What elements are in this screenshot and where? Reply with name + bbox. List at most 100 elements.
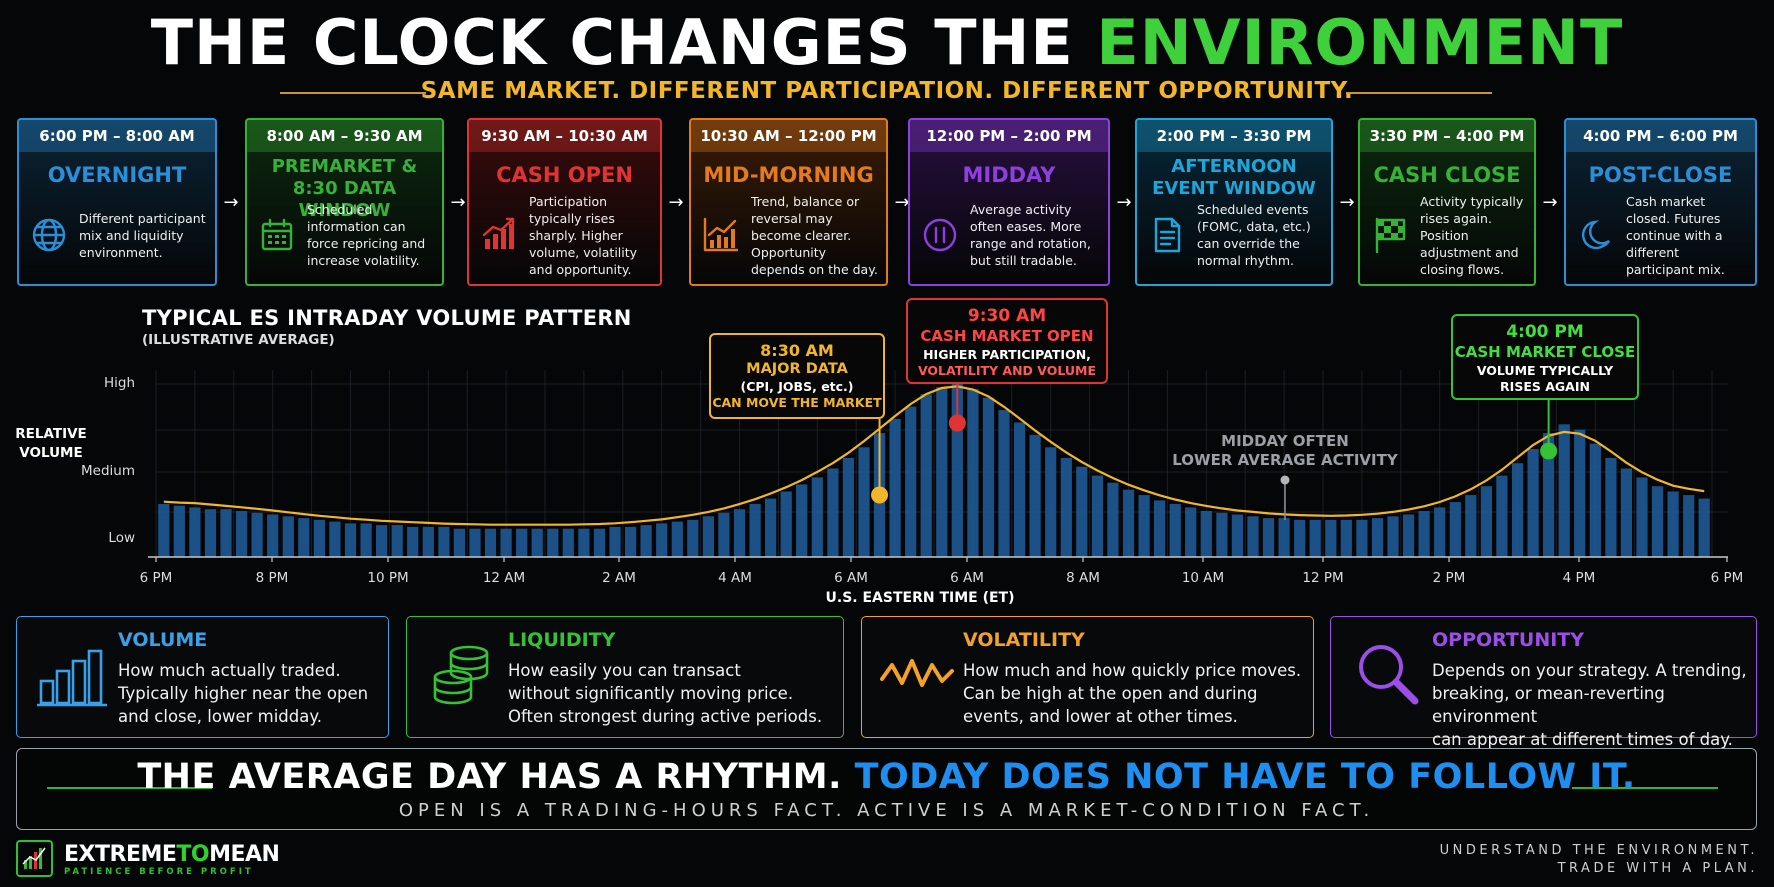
timeline-arrow-icon: → (894, 192, 910, 213)
definition-line: Often strongest during active periods. (508, 707, 823, 726)
session-time: 6:00 PM – 8:00 AM (19, 120, 215, 152)
session-card-mid-morning: 10:30 AM – 12:00 PM MID-MORNING Trend, bal… (689, 118, 888, 286)
timeline-arrow-icon: → (1339, 192, 1355, 213)
zigzag-icon (880, 637, 956, 713)
volume-bar (469, 528, 481, 557)
definition-line: without significantly moving price. (508, 684, 794, 703)
x-tick-label: 12 PM (1302, 570, 1343, 586)
callout-line: CAN MOVE THE MARKET (712, 395, 882, 410)
volume-bar (1278, 518, 1290, 557)
volume-bar (1403, 514, 1415, 557)
volume-bar (220, 509, 232, 557)
definition-text: How easily you can transact without signi… (508, 659, 822, 728)
volume-bar (516, 528, 528, 557)
midday-marker (1280, 475, 1290, 485)
volume-bar (1107, 482, 1119, 557)
volume-bar (1231, 514, 1243, 557)
volume-bar (749, 503, 761, 557)
banner-statement: THE AVERAGE DAY HAS A RHYTHM. TODAY DOES… (17, 757, 1756, 797)
page-subtitle: SAME MARKET. DIFFERENT PARTICIPATION. DI… (420, 78, 1354, 104)
volume-chart: 6 PM 8 PM 10 PM 12 AM 2 AM 4 AM 6 AM 6 AM 8 AM 10… (140, 370, 1743, 586)
logo-mark-icon (16, 840, 53, 877)
bar-trend-icon (691, 215, 751, 255)
timeline-arrow-icon: → (1542, 192, 1558, 213)
volume-bar (1449, 502, 1461, 557)
volume-bar (562, 528, 574, 557)
callout-marker (871, 486, 889, 504)
volume-bar (858, 447, 870, 557)
volume-bar (1683, 495, 1695, 557)
volume-bar (1698, 498, 1710, 557)
volume-bar (765, 498, 777, 557)
x-tick-label: 6 PM (140, 570, 173, 586)
callout-line: VOLATILITY AND VOLUME (917, 363, 1097, 378)
callout-time: 9:30 AM (967, 306, 1047, 326)
session-desc: Scheduled information can force repricin… (307, 202, 426, 268)
callout-title: CASH MARKET OPEN (920, 327, 1094, 345)
callout-line: RISES AGAIN (1500, 379, 1590, 394)
volume-bar (1185, 507, 1197, 557)
x-tick-label: 6 AM (950, 570, 984, 586)
volume-bar (329, 521, 341, 557)
pause-icon (910, 215, 970, 255)
callout-line: VOLUME TYPICALLY (1476, 363, 1614, 378)
volume-bar (1418, 511, 1430, 557)
session-name: PREMARKET & 8:30 DATA WINDOW (271, 156, 418, 221)
volume-bar (267, 514, 279, 557)
session-body: Participation typically rises sharply. H… (469, 194, 660, 277)
volume-bar (967, 388, 979, 557)
volume-bar (313, 519, 325, 557)
volume-bar (1340, 519, 1352, 557)
session-card-premarket-8-30-data-window: 8:00 AM – 9:30 AM PREMARKET & 8:30 DATA W… (245, 118, 444, 286)
midday-annotation: MIDDAY OFTEN LOWER AVERAGE ACTIVITY (1170, 432, 1400, 470)
definition-line: How easily you can transact (508, 661, 741, 680)
x-axis-label: U.S. EASTERN TIME (ET) (825, 590, 1015, 606)
x-tick-label: 8 AM (1066, 570, 1100, 586)
definition-line: How much actually traded. (118, 661, 341, 680)
volume-bar (1543, 433, 1555, 557)
session-card-midday: 12:00 PM – 2:00 PM MIDDAY Average activity… (908, 118, 1110, 286)
x-tick-label: 10 AM (1182, 570, 1224, 586)
session-desc: Participation typically rises sharply. H… (529, 193, 638, 277)
subtitle-line-right (1346, 92, 1492, 94)
definition-line: can appear at different times of day. (1432, 730, 1733, 749)
x-tick-label: 6 AM (834, 570, 868, 586)
title-main: THE CLOCK CHANGES THE (150, 6, 1097, 79)
session-body: Cash market closed. Futures continue wit… (1566, 194, 1755, 277)
moon-icon (1566, 215, 1626, 255)
volume-trend-line (163, 385, 1705, 526)
volume-bar (1371, 518, 1384, 557)
volume-bar (1527, 449, 1539, 557)
session-time: 8:00 AM – 9:30 AM (247, 120, 442, 152)
rhythm-banner: THE AVERAGE DAY HAS A RHYTHM. TODAY DOES… (16, 748, 1757, 830)
checkered-flag-icon (1360, 215, 1420, 255)
volume-bar (796, 484, 808, 557)
volume-bar (1294, 519, 1306, 557)
session-desc: Trend, balance or reversal may become cl… (751, 193, 878, 277)
volume-bar (1216, 512, 1228, 558)
volume-bar (1309, 519, 1321, 557)
x-tick-label: 2 PM (1433, 570, 1466, 586)
rising-bars-icon (469, 215, 529, 255)
definition-volume: VOLUME How much actually traded. Typically… (16, 616, 389, 738)
session-time: 4:00 PM – 6:00 PM (1566, 120, 1755, 152)
volume-bar (1589, 443, 1601, 557)
volume-bar (827, 468, 839, 557)
y-axis-label: RELATIVE VOLUME (15, 426, 87, 461)
brand-part: TO (176, 842, 210, 867)
definition-text: Depends on your strategy. A trending, bre… (1432, 659, 1756, 751)
volume-bar (1247, 516, 1259, 557)
volume-bar (376, 525, 388, 557)
x-tick-label: 8 PM (256, 570, 289, 586)
volume-bar (671, 521, 683, 557)
callout-cash-open: 9:30 AM CASH MARKET OPEN HIGHER PARTICIP… (906, 298, 1108, 384)
timeline-arrow-icon: → (1116, 192, 1132, 213)
definition-opportunity: OPPORTUNITY Depends on your strategy. A t… (1330, 616, 1757, 749)
definition-line: events, and lower at other times. (963, 707, 1238, 726)
definition-name: LIQUIDITY (508, 629, 616, 651)
chart-subtitle: (ILLUSTRATIVE AVERAGE) (142, 332, 335, 348)
definition-line: breaking, or mean-reverting environment (1432, 684, 1665, 726)
volume-bar (656, 523, 668, 557)
definition-name: OPPORTUNITY (1432, 629, 1585, 651)
volume-bar (982, 397, 995, 557)
